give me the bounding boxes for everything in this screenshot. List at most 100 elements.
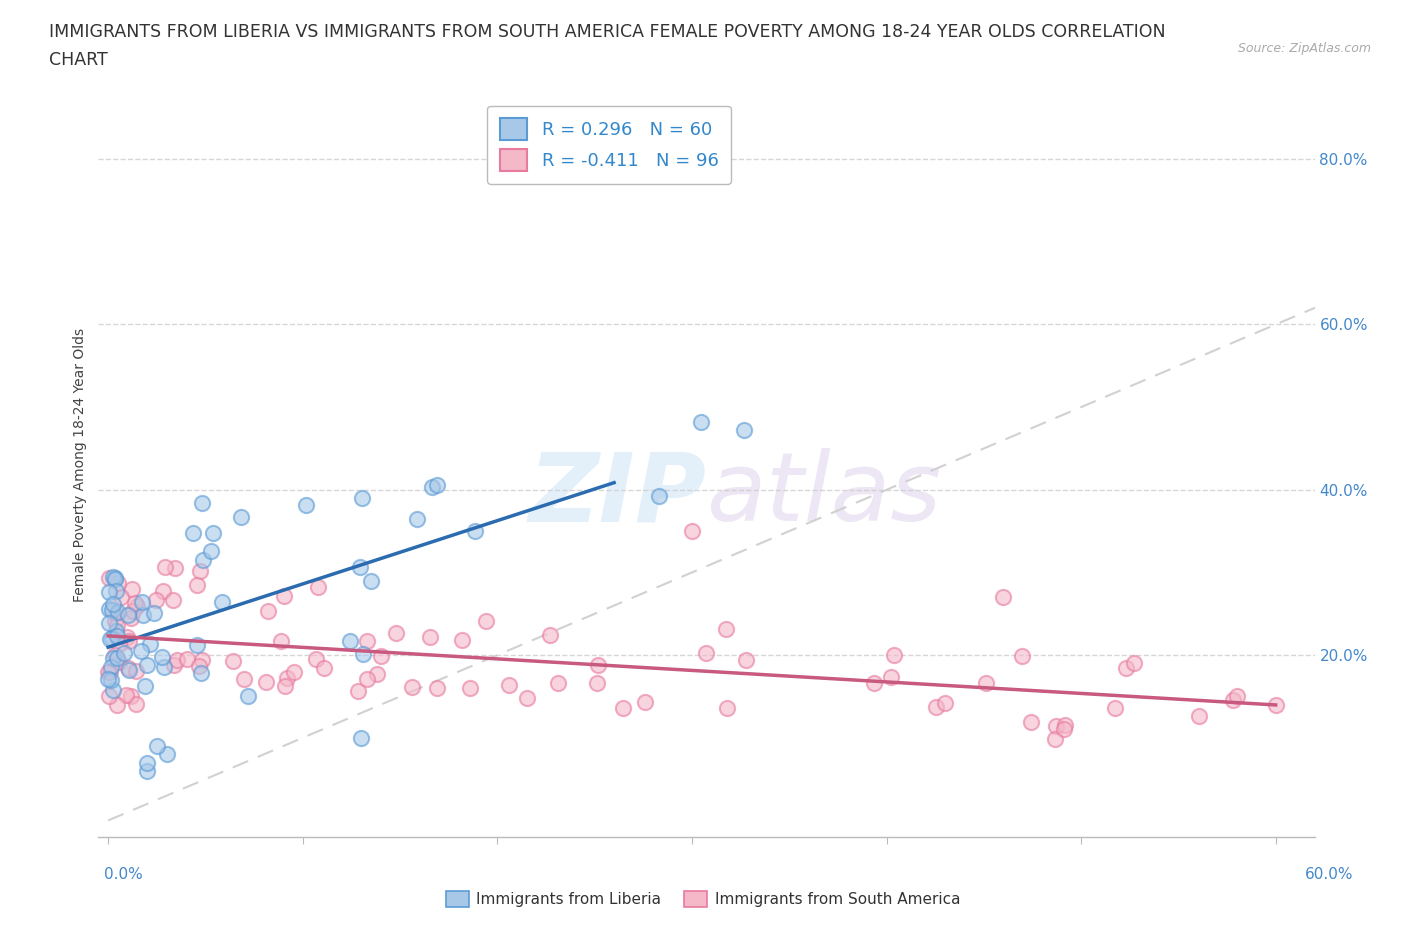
Point bbox=[1019, 715, 1042, 730]
Point bbox=[385, 626, 408, 641]
Point bbox=[200, 543, 222, 558]
Point bbox=[104, 570, 127, 585]
Point bbox=[145, 593, 167, 608]
Point bbox=[98, 631, 121, 646]
Point bbox=[188, 564, 211, 578]
Point bbox=[714, 621, 737, 636]
Point bbox=[1011, 649, 1033, 664]
Y-axis label: Female Poverty Among 18-24 Year Olds: Female Poverty Among 18-24 Year Olds bbox=[73, 328, 87, 602]
Point bbox=[129, 644, 152, 658]
Point bbox=[1104, 701, 1126, 716]
Point bbox=[131, 594, 153, 609]
Point bbox=[101, 651, 124, 666]
Point bbox=[879, 670, 901, 684]
Point bbox=[104, 584, 127, 599]
Point bbox=[270, 634, 292, 649]
Point bbox=[183, 526, 205, 541]
Point bbox=[1053, 722, 1076, 737]
Point bbox=[139, 637, 162, 652]
Point bbox=[257, 604, 280, 618]
Text: 0.0%: 0.0% bbox=[104, 867, 143, 882]
Point bbox=[97, 616, 120, 631]
Point bbox=[162, 658, 184, 672]
Point bbox=[188, 658, 211, 673]
Point bbox=[426, 681, 449, 696]
Point bbox=[155, 560, 177, 575]
Text: IMMIGRANTS FROM LIBERIA VS IMMIGRANTS FROM SOUTH AMERICA FEMALE POVERTY AMONG 18: IMMIGRANTS FROM LIBERIA VS IMMIGRANTS FR… bbox=[49, 23, 1166, 41]
Point bbox=[101, 597, 124, 612]
Point bbox=[314, 660, 336, 675]
Point bbox=[136, 764, 159, 778]
Point bbox=[735, 652, 758, 667]
Point bbox=[101, 631, 124, 645]
Point bbox=[152, 583, 174, 598]
Point bbox=[612, 700, 634, 715]
Point bbox=[236, 688, 259, 703]
Point bbox=[426, 478, 449, 493]
Point bbox=[110, 590, 132, 604]
Point bbox=[143, 605, 166, 620]
Point bbox=[689, 415, 711, 430]
Point bbox=[103, 647, 125, 662]
Point bbox=[356, 671, 378, 686]
Point bbox=[547, 676, 569, 691]
Point bbox=[1045, 718, 1067, 733]
Point bbox=[117, 607, 139, 622]
Point bbox=[349, 559, 371, 574]
Point bbox=[120, 689, 142, 704]
Point bbox=[993, 590, 1015, 604]
Point bbox=[191, 653, 214, 668]
Point bbox=[98, 571, 121, 586]
Point bbox=[464, 524, 486, 538]
Point bbox=[104, 614, 127, 629]
Point bbox=[107, 637, 129, 652]
Point bbox=[97, 665, 120, 680]
Point bbox=[211, 595, 233, 610]
Point bbox=[516, 690, 538, 705]
Point bbox=[108, 655, 131, 670]
Point bbox=[370, 648, 392, 663]
Point bbox=[122, 603, 145, 618]
Point bbox=[97, 672, 120, 687]
Point bbox=[118, 634, 141, 649]
Point bbox=[162, 592, 184, 607]
Point bbox=[295, 498, 318, 512]
Point bbox=[352, 490, 374, 505]
Text: 60.0%: 60.0% bbox=[1305, 867, 1353, 882]
Point bbox=[350, 730, 373, 745]
Point bbox=[1054, 717, 1077, 732]
Point bbox=[125, 599, 148, 614]
Point bbox=[1222, 693, 1244, 708]
Point bbox=[100, 660, 122, 675]
Point bbox=[1115, 660, 1137, 675]
Point bbox=[586, 676, 609, 691]
Point bbox=[974, 675, 997, 690]
Point bbox=[339, 633, 361, 648]
Point bbox=[347, 684, 370, 698]
Point bbox=[190, 666, 212, 681]
Point bbox=[101, 569, 124, 584]
Legend: Immigrants from Liberia, Immigrants from South America: Immigrants from Liberia, Immigrants from… bbox=[440, 884, 966, 913]
Point bbox=[118, 662, 141, 677]
Point bbox=[125, 664, 148, 679]
Point bbox=[124, 595, 146, 610]
Point bbox=[475, 614, 498, 629]
Point bbox=[155, 747, 177, 762]
Point bbox=[419, 630, 441, 644]
Point bbox=[104, 572, 127, 587]
Point bbox=[150, 649, 173, 664]
Point bbox=[132, 607, 155, 622]
Point bbox=[586, 658, 609, 672]
Point bbox=[115, 687, 138, 702]
Point bbox=[232, 671, 254, 686]
Point bbox=[716, 701, 738, 716]
Point bbox=[538, 628, 561, 643]
Point bbox=[401, 680, 423, 695]
Point bbox=[681, 524, 703, 538]
Point bbox=[103, 683, 125, 698]
Point bbox=[115, 630, 138, 644]
Text: CHART: CHART bbox=[49, 51, 108, 69]
Point bbox=[648, 489, 671, 504]
Point bbox=[112, 645, 135, 660]
Point bbox=[231, 509, 253, 524]
